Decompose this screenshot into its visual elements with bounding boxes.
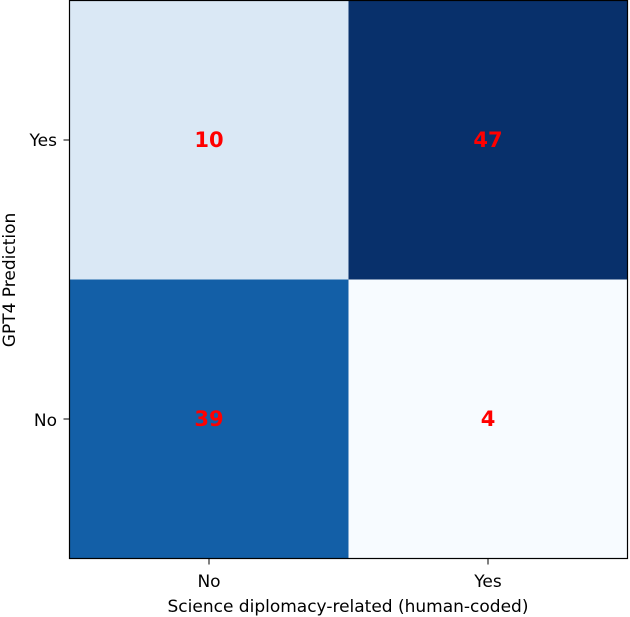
x-tick-label-no: No [197, 572, 220, 592]
y-tick-label-yes: Yes [29, 131, 58, 151]
heatmap-cell-pred-no-yes [348, 279, 628, 559]
cell-value-label-pred-no-yes: 4 [481, 407, 496, 431]
cell-value-labels: 10 47 39 4 [194, 128, 502, 431]
y-tick-label-no: No [34, 411, 57, 431]
plot-area-frame [68, 0, 629, 560]
heatmap-cell-pred-yes-no [69, 0, 349, 280]
axis-ticks [63, 139, 489, 565]
cell-value-label-pred-yes-yes: 47 [473, 128, 502, 152]
y-axis-label: GPT4 Prediction [0, 213, 20, 347]
heatmap-cell-pred-no-no [69, 279, 349, 559]
cell-value-label-pred-yes-no: 10 [194, 128, 223, 152]
x-axis-label: Science diplomacy-related (human-coded) [168, 597, 529, 617]
cell-value-label-pred-no-no: 39 [194, 407, 223, 431]
heatmap-cell-pred-yes-yes [348, 0, 628, 280]
x-tick-label-yes: Yes [473, 572, 502, 592]
heatmap-cells [69, 0, 628, 559]
